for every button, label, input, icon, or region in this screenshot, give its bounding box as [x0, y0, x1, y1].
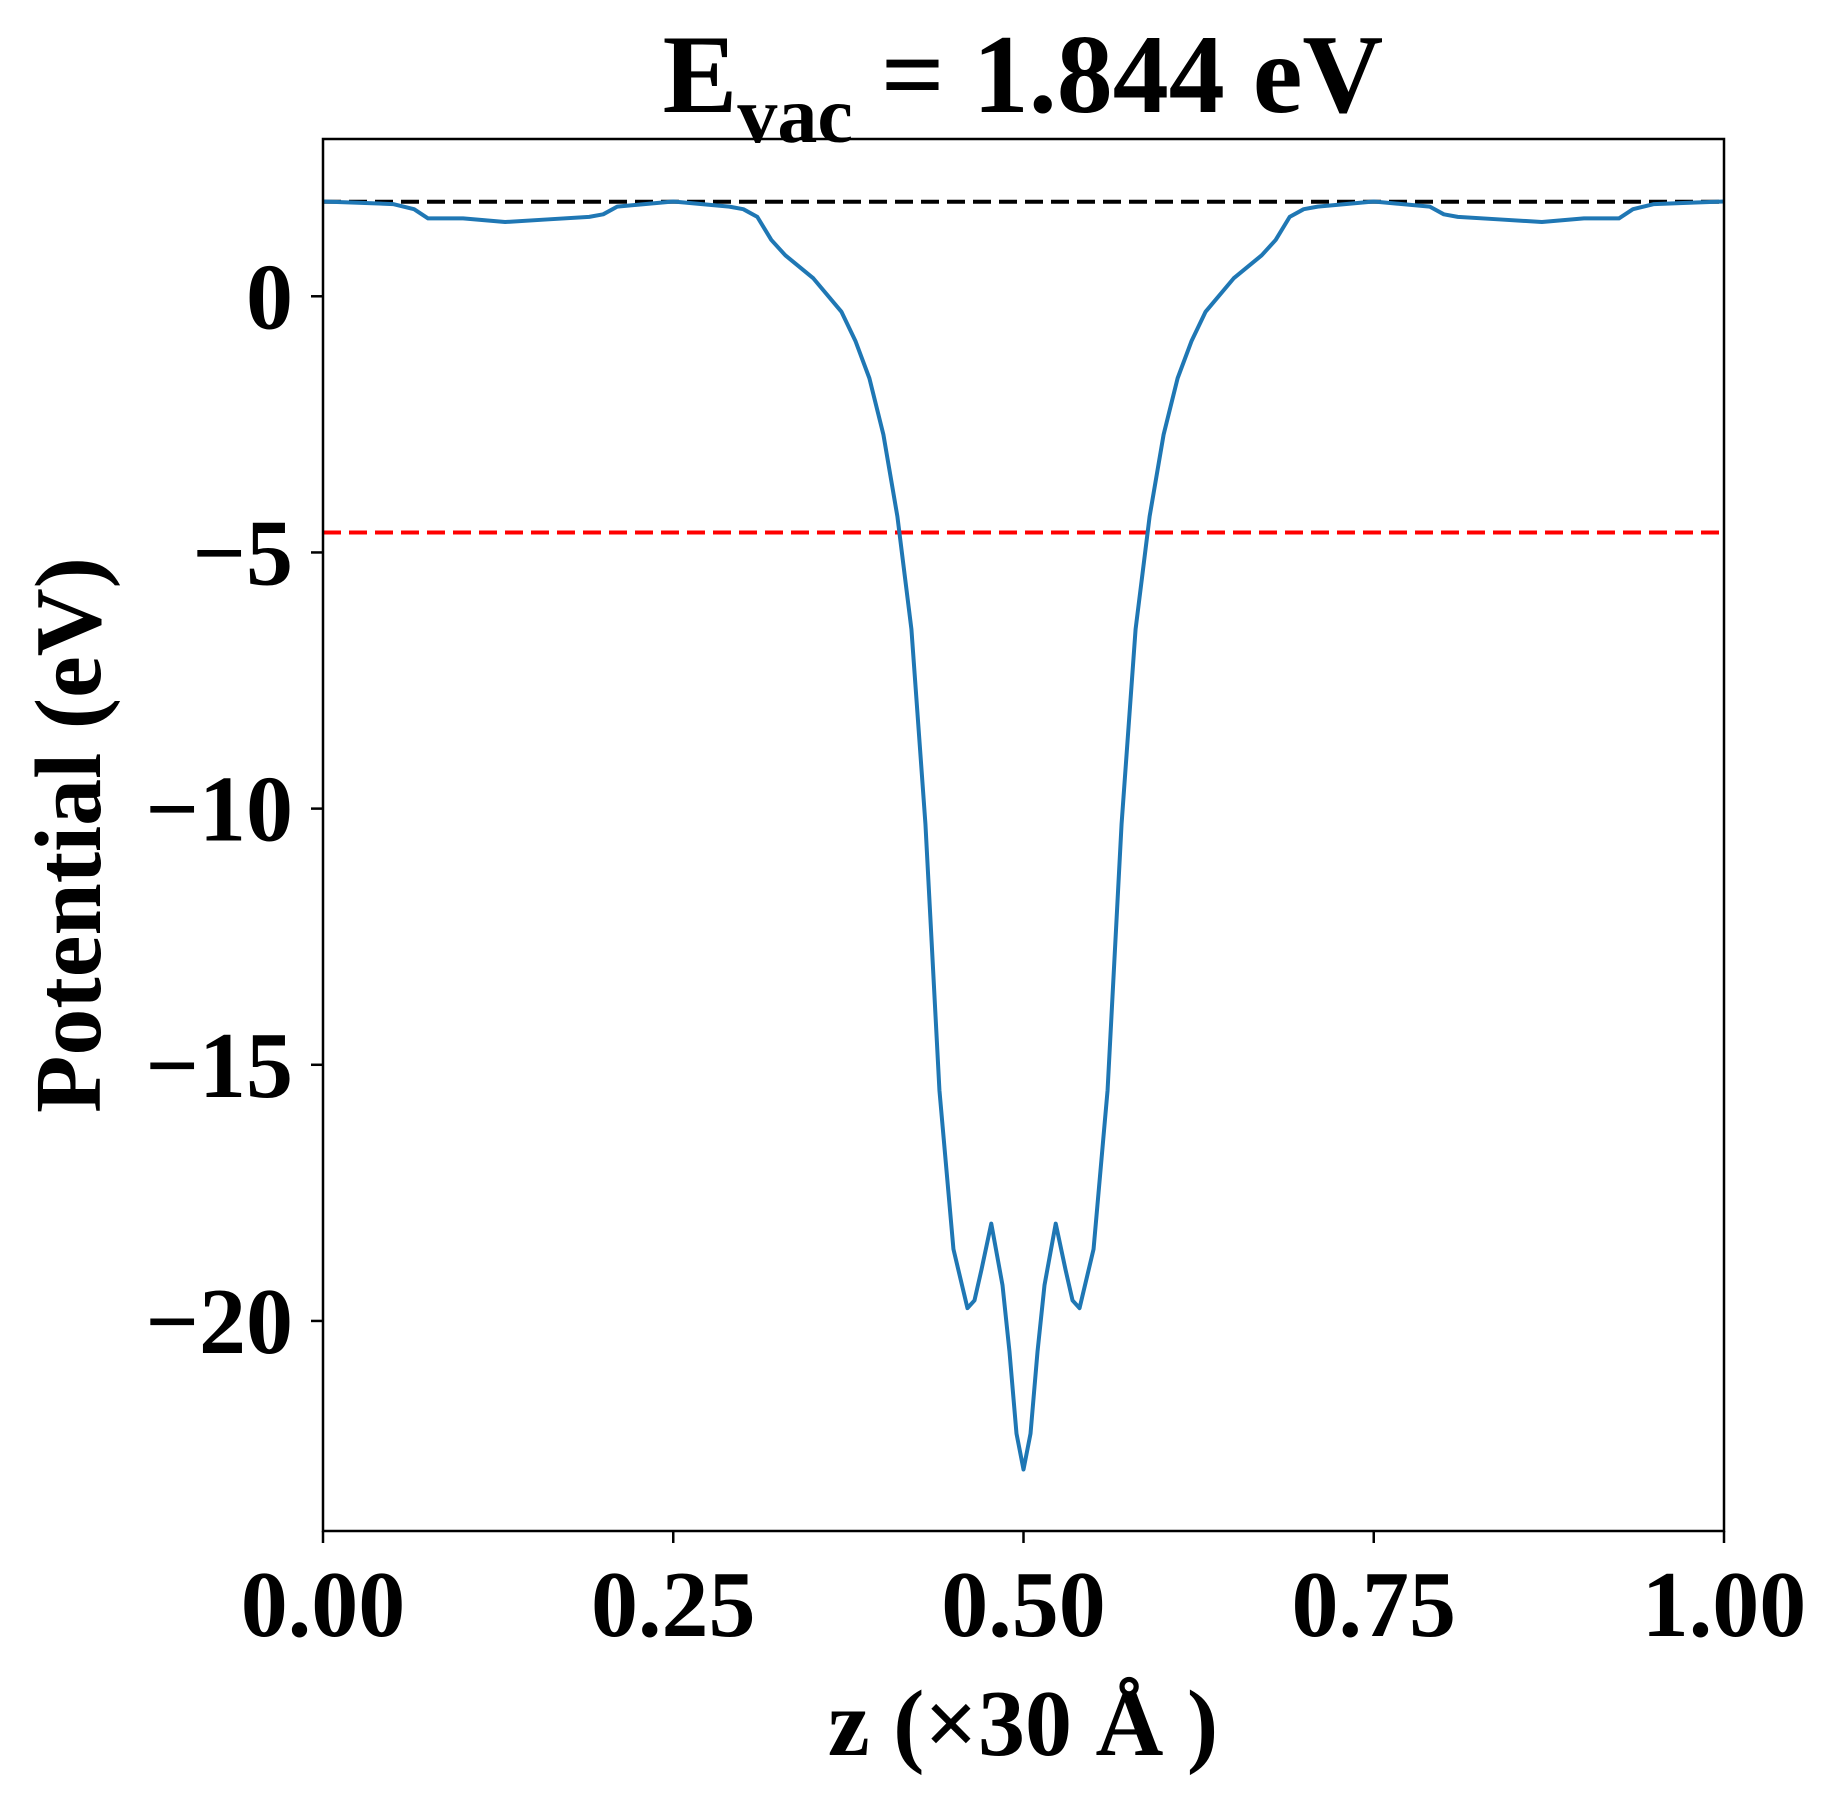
y-axis-label: Potential (eV): [17, 557, 121, 1113]
data-line: [322, 199, 1725, 1472]
title-main: E: [663, 13, 738, 137]
chart-title: Evac = 1.844 eV: [663, 13, 1384, 160]
x-tick-label: 0.00: [241, 1553, 406, 1657]
plot-frame: [321, 137, 1726, 1533]
x-tick-label: 0.75: [1292, 1553, 1457, 1657]
x-tick-label: 1.00: [1642, 1553, 1807, 1657]
title-rest: = 1.844 eV: [853, 13, 1383, 137]
y-tick-label: −20: [145, 1270, 293, 1374]
y-tick-label: 0: [246, 245, 293, 349]
y-tick-label: −10: [145, 758, 293, 862]
title-subscript: vac: [737, 72, 853, 160]
x-tick-label: 0.25: [591, 1553, 756, 1657]
y-tick-label: −15: [145, 1014, 293, 1118]
y-tick-label: −5: [192, 501, 293, 605]
x-tick-label: 0.50: [941, 1553, 1106, 1657]
x-axis-label: z (×30 Å ): [828, 1672, 1218, 1776]
